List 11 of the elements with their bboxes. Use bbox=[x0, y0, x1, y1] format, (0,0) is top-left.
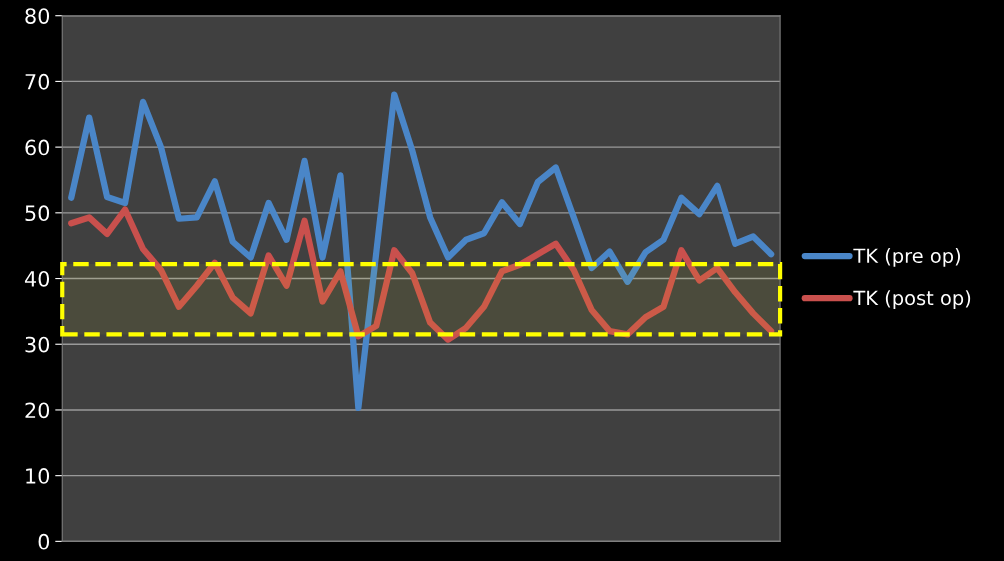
y-tick-label: 80 bbox=[25, 8, 50, 24]
y-tick-label: 20 bbox=[25, 402, 50, 419]
legend-label: TK (pre op) bbox=[853, 248, 960, 267]
y-tick-label: 60 bbox=[25, 139, 50, 156]
y-tick-label: 10 bbox=[26, 468, 50, 484]
y-tick-label: 50 bbox=[25, 205, 50, 222]
y-tick-label: 0 bbox=[38, 533, 50, 550]
y-tick-label: 70 bbox=[25, 73, 50, 90]
y-tick-label: 30 bbox=[25, 336, 50, 353]
y-tick-label: 40 bbox=[24, 270, 50, 287]
legend-label: TK (post op) bbox=[853, 290, 971, 310]
